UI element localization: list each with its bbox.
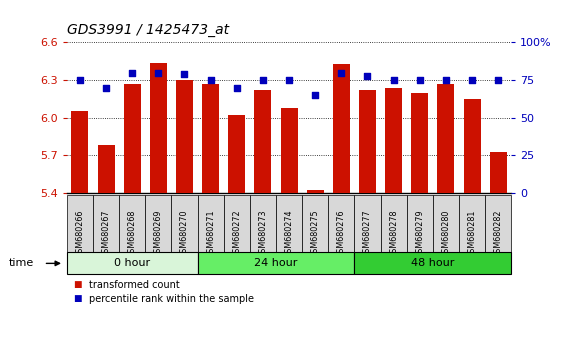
Point <box>101 85 110 91</box>
Text: GSM680277: GSM680277 <box>363 209 372 258</box>
Bar <box>228 115 245 193</box>
Text: ■: ■ <box>73 280 81 289</box>
Point <box>128 70 137 75</box>
Text: GSM680266: GSM680266 <box>76 210 84 258</box>
Text: GSM680278: GSM680278 <box>389 209 398 258</box>
Text: percentile rank within the sample: percentile rank within the sample <box>89 294 254 304</box>
Text: GSM680274: GSM680274 <box>285 209 293 258</box>
Bar <box>281 108 297 193</box>
Point <box>468 77 477 83</box>
Bar <box>202 84 219 193</box>
Bar <box>254 90 271 193</box>
Text: GSM680275: GSM680275 <box>311 209 320 258</box>
Point <box>259 77 268 83</box>
Point <box>206 77 216 83</box>
Bar <box>464 99 480 193</box>
Text: 24 hour: 24 hour <box>254 258 297 268</box>
Point <box>363 73 372 79</box>
Point <box>285 77 294 83</box>
Bar <box>150 63 167 193</box>
Text: time: time <box>9 258 34 268</box>
Point <box>76 77 85 83</box>
Bar <box>333 64 350 193</box>
Bar <box>411 93 428 193</box>
Text: GSM680280: GSM680280 <box>442 210 450 258</box>
Text: GSM680281: GSM680281 <box>468 210 476 258</box>
Bar <box>98 145 114 193</box>
Text: GSM680279: GSM680279 <box>415 209 424 258</box>
Text: GSM680272: GSM680272 <box>232 209 241 258</box>
Text: GSM680273: GSM680273 <box>259 209 267 258</box>
Bar <box>385 88 402 193</box>
Text: transformed count: transformed count <box>89 280 180 290</box>
Text: 48 hour: 48 hour <box>411 258 454 268</box>
Point <box>232 85 242 91</box>
Text: GDS3991 / 1425473_at: GDS3991 / 1425473_at <box>67 23 229 37</box>
Point <box>180 71 189 77</box>
Bar <box>307 190 324 193</box>
Point <box>389 77 399 83</box>
Text: GSM680267: GSM680267 <box>102 209 110 258</box>
Text: GSM680269: GSM680269 <box>154 209 163 258</box>
Bar <box>490 152 507 193</box>
Bar <box>359 90 376 193</box>
Point <box>153 70 163 75</box>
Text: GSM680282: GSM680282 <box>494 209 503 258</box>
Bar <box>124 84 141 193</box>
Point <box>337 70 346 75</box>
Point <box>442 77 451 83</box>
Text: GSM680270: GSM680270 <box>180 209 189 258</box>
Point <box>415 77 425 83</box>
Text: GSM680268: GSM680268 <box>128 210 137 258</box>
Text: GSM680276: GSM680276 <box>337 209 346 258</box>
Text: GSM680271: GSM680271 <box>206 209 215 258</box>
Bar <box>176 80 193 193</box>
Bar <box>71 112 88 193</box>
Point <box>494 77 503 83</box>
Text: 0 hour: 0 hour <box>114 258 150 268</box>
Text: ■: ■ <box>73 294 81 303</box>
Point <box>311 92 320 98</box>
Bar <box>437 84 454 193</box>
